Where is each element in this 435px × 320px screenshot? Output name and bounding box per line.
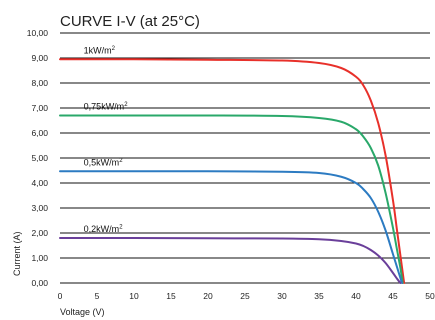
y-tick-label: 6,00 bbox=[31, 128, 48, 138]
x-tick-label: 30 bbox=[277, 291, 287, 301]
series-line-0 bbox=[59, 58, 406, 284]
y-tick-label: 3,00 bbox=[31, 203, 48, 213]
y-tick-label: 8,00 bbox=[31, 78, 48, 88]
grid-lines bbox=[60, 32, 430, 284]
x-tick-label: 50 bbox=[425, 291, 435, 301]
x-tick-label: 40 bbox=[351, 291, 361, 301]
y-tick-label: 2,00 bbox=[31, 228, 48, 238]
curve-labels: 1kW/m2 0,75kW/m2 0,5kW/m2 0,2kW/m2 bbox=[84, 45, 129, 234]
x-tick-label: 25 bbox=[240, 291, 250, 301]
y-tick-label: 10,00 bbox=[27, 28, 49, 38]
x-axis-label: Voltage (V) bbox=[60, 307, 105, 317]
x-tick-label: 20 bbox=[203, 291, 213, 301]
x-tick-label: 35 bbox=[314, 291, 324, 301]
curve-label: 0,5kW/m2 bbox=[84, 157, 124, 167]
chart-title: CURVE I-V (at 25°C) bbox=[60, 13, 200, 30]
series-line-2 bbox=[59, 170, 403, 284]
y-axis-ticks: 0,00 1,00 2,00 3,00 4,00 5,00 6,00 7,00 8,00 9,00… bbox=[27, 28, 49, 288]
y-tick-label: 7,00 bbox=[31, 103, 48, 113]
x-tick-label: 10 bbox=[129, 291, 139, 301]
y-tick-label: 5,00 bbox=[31, 153, 48, 163]
curve-label: 0,2kW/m2 bbox=[84, 224, 124, 234]
series-line-1 bbox=[59, 114, 404, 284]
x-tick-label: 45 bbox=[388, 291, 398, 301]
x-tick-label: 15 bbox=[166, 291, 176, 301]
curve-label: 1kW/m2 bbox=[84, 45, 116, 55]
curve-label: 0,75kW/m2 bbox=[84, 102, 129, 112]
series-curves bbox=[59, 58, 406, 284]
y-axis-label: Current (A) bbox=[12, 231, 22, 276]
x-axis-ticks: 0 5 10 15 20 25 30 35 40 45 50 bbox=[58, 291, 435, 301]
y-tick-label: 4,00 bbox=[31, 178, 48, 188]
y-tick-label: 9,00 bbox=[31, 53, 48, 63]
series-line-3 bbox=[59, 236, 402, 284]
x-tick-label: 0 bbox=[58, 291, 63, 301]
y-tick-label: 1,00 bbox=[31, 253, 48, 263]
y-tick-label: 0,00 bbox=[31, 278, 48, 288]
x-tick-label: 5 bbox=[95, 291, 100, 301]
